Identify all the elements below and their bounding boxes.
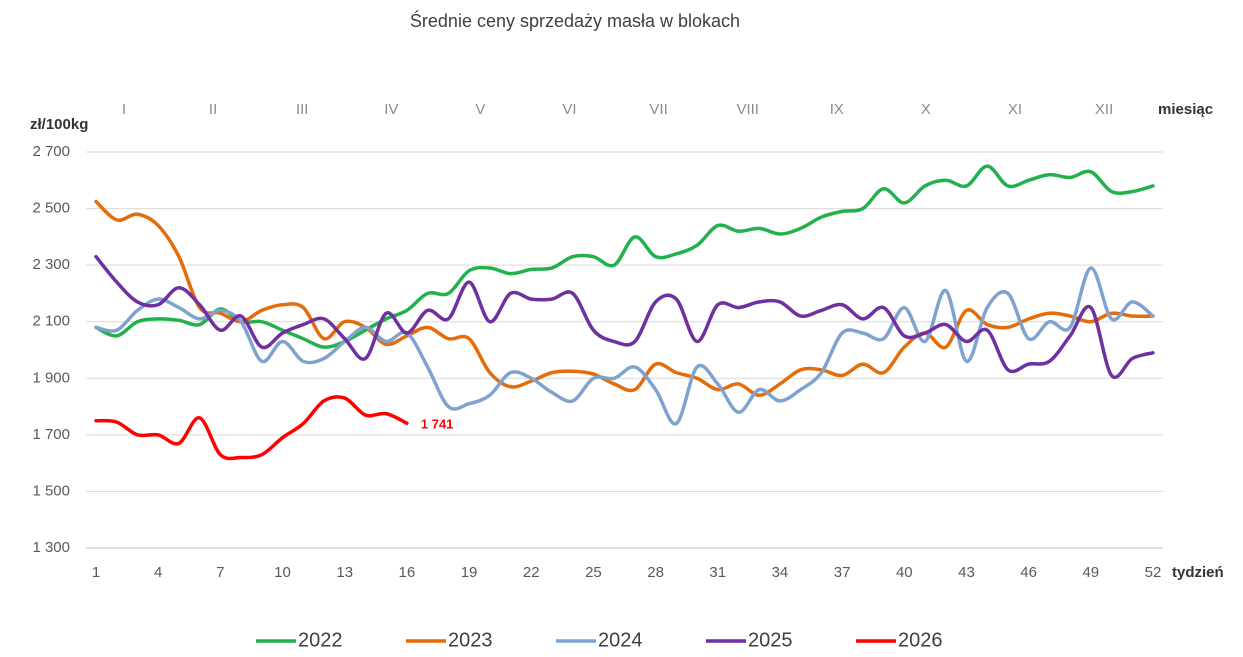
series-line xyxy=(94,395,409,461)
month-label: XI xyxy=(1008,101,1022,118)
series-line xyxy=(94,199,1155,398)
y-tick-label: 2 500 xyxy=(32,200,70,217)
x-tick-label: 52 xyxy=(1145,564,1162,581)
x-tick-label: 49 xyxy=(1082,564,1099,581)
month-label: III xyxy=(296,101,309,118)
x-tick-label: 16 xyxy=(399,564,416,581)
x-tick-label: 28 xyxy=(647,564,664,581)
chart-title: Średnie ceny sprzedaży masła w blokach xyxy=(410,10,740,31)
month-label: VI xyxy=(562,101,576,118)
month-label: VIII xyxy=(736,101,759,118)
x-tick-label: 25 xyxy=(585,564,602,581)
x-tick-label: 34 xyxy=(772,564,789,581)
month-label: IV xyxy=(384,101,398,118)
legend-label: 2022 xyxy=(298,629,343,651)
y-tick-label: 1 300 xyxy=(32,539,70,556)
series-line xyxy=(94,254,1155,380)
month-label: VII xyxy=(649,101,667,118)
x-tick-label: 40 xyxy=(896,564,913,581)
legend-label: 2024 xyxy=(598,629,643,651)
x-tick-label: 43 xyxy=(958,564,975,581)
y-tick-label: 2 100 xyxy=(32,313,70,330)
x-tick-label: 1 xyxy=(92,564,100,581)
y-tick-label: 1 700 xyxy=(32,426,70,443)
x-axis-label: tydzień xyxy=(1172,564,1224,581)
y-tick-label: 2 300 xyxy=(32,256,70,273)
series-line xyxy=(94,164,1155,349)
month-label: I xyxy=(122,101,126,118)
x-tick-label: 46 xyxy=(1020,564,1037,581)
month-label: X xyxy=(921,101,931,118)
legend-label: 2026 xyxy=(898,629,943,651)
y-tick-label: 1 900 xyxy=(32,369,70,386)
x-tick-label: 7 xyxy=(216,564,224,581)
month-label: II xyxy=(209,101,217,118)
x-tick-label: 19 xyxy=(461,564,478,581)
month-label: IX xyxy=(830,101,844,118)
y-tick-label: 1 500 xyxy=(32,482,70,499)
y-tick-label: 2 700 xyxy=(32,143,70,160)
y-axis-label: zł/100kg xyxy=(30,116,88,133)
x-tick-label: 10 xyxy=(274,564,291,581)
x-tick-label: 13 xyxy=(336,564,353,581)
x-tick-label: 31 xyxy=(709,564,726,581)
x-tick-label: 22 xyxy=(523,564,540,581)
legend-label: 2025 xyxy=(748,629,793,651)
months-label: miesiąc xyxy=(1158,101,1213,118)
data-label: 1 741 xyxy=(421,417,454,432)
x-tick-label: 37 xyxy=(834,564,851,581)
x-tick-label: 4 xyxy=(154,564,162,581)
legend-label: 2023 xyxy=(448,629,493,651)
month-label: XII xyxy=(1095,101,1113,118)
month-label: V xyxy=(475,101,485,118)
